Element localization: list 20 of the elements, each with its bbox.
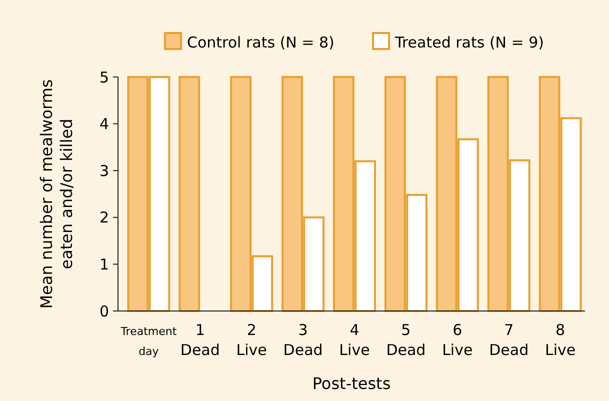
x-tick-label: 3 Dead (283, 321, 323, 359)
x-tick-label: Treatment day (120, 325, 178, 358)
x-tick-label: 4 Live (339, 321, 370, 359)
legend-label: Control rats (N = 8) (187, 33, 334, 52)
y-tick-label: 3 (99, 162, 109, 180)
x-tick-label: 8 Live (544, 321, 576, 359)
x-tick-label: 1 Dead (180, 321, 220, 359)
bar (178, 76, 200, 312)
y-tick-label: 4 (99, 115, 109, 134)
y-tick-label: 2 (99, 208, 109, 227)
x-tick-label: 5 Dead (386, 321, 426, 359)
legend-label: Treated rats (N = 9) (394, 33, 544, 52)
y-tick-label: 0 (99, 302, 109, 320)
x-tick-label: 2 Live (236, 321, 267, 359)
y-tick-label: 5 (99, 68, 109, 86)
x-tick-label: 6 Live (442, 321, 473, 359)
x-axis-title: Post-tests (312, 374, 391, 393)
y-axis-title: Mean number of mealworms eaten and/or killed (37, 79, 76, 309)
y-tick-label: 1 (99, 255, 109, 274)
x-tick-label: 7 Dead (489, 321, 529, 359)
